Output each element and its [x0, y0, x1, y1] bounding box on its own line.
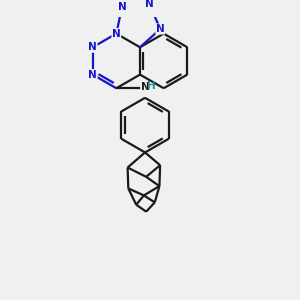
Text: N: N — [88, 70, 97, 80]
Text: N: N — [118, 2, 126, 12]
Text: N: N — [112, 28, 121, 39]
Text: N: N — [145, 0, 154, 9]
Text: N: N — [156, 24, 165, 34]
Text: N: N — [141, 82, 149, 92]
Text: N: N — [88, 42, 97, 52]
Text: H: H — [147, 80, 156, 91]
